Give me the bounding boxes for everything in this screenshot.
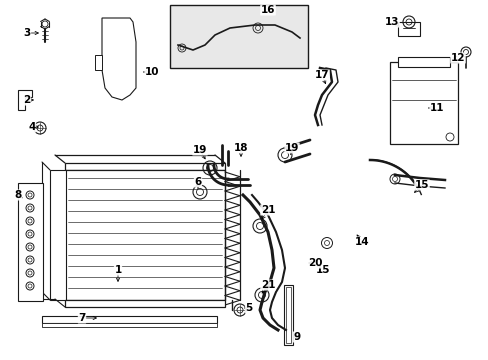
Text: 14: 14 — [354, 237, 368, 247]
Bar — [397, 57, 449, 67]
Bar — [65, 300, 224, 307]
Polygon shape — [102, 18, 136, 100]
Text: 3: 3 — [23, 28, 31, 38]
Text: 8: 8 — [14, 190, 21, 200]
Text: 15: 15 — [315, 265, 329, 275]
Text: 6: 6 — [194, 177, 201, 187]
Text: 1: 1 — [114, 265, 122, 275]
Text: 15: 15 — [414, 180, 428, 190]
Bar — [397, 22, 419, 36]
Text: 2: 2 — [23, 95, 31, 105]
Text: 21: 21 — [260, 280, 275, 290]
Text: 16: 16 — [260, 5, 275, 15]
Text: 20: 20 — [307, 258, 322, 268]
Bar — [389, 62, 457, 144]
Text: 4: 4 — [28, 122, 36, 132]
Polygon shape — [18, 90, 32, 110]
Text: 10: 10 — [144, 67, 159, 77]
Text: 21: 21 — [260, 205, 275, 215]
Bar — [65, 170, 224, 300]
Text: 17: 17 — [314, 70, 328, 80]
Text: 5: 5 — [245, 303, 252, 313]
Bar — [42, 316, 217, 323]
Bar — [170, 5, 307, 68]
Bar — [50, 170, 66, 300]
Text: 7: 7 — [78, 313, 85, 323]
Text: 11: 11 — [429, 103, 443, 113]
Text: 18: 18 — [233, 143, 248, 153]
Bar — [284, 285, 292, 345]
Text: 13: 13 — [384, 17, 398, 27]
Text: 9: 9 — [293, 332, 300, 342]
Polygon shape — [95, 55, 102, 70]
Text: 12: 12 — [450, 53, 464, 63]
Text: 19: 19 — [284, 143, 299, 153]
Bar — [42, 323, 217, 327]
Bar — [65, 163, 224, 170]
Text: 19: 19 — [192, 145, 207, 155]
Bar — [18, 183, 43, 301]
Bar — [285, 287, 290, 343]
